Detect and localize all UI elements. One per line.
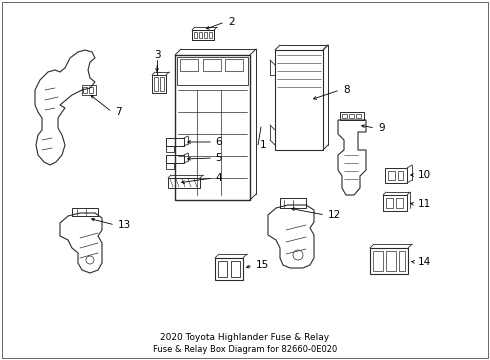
Bar xyxy=(356,114,361,118)
Bar xyxy=(396,198,403,208)
Bar xyxy=(168,178,200,188)
Bar xyxy=(177,57,248,85)
Bar xyxy=(160,77,164,91)
Text: 10: 10 xyxy=(418,170,431,180)
Text: 12: 12 xyxy=(328,210,341,220)
Bar xyxy=(231,261,240,277)
Bar xyxy=(166,138,184,146)
Bar xyxy=(349,114,354,118)
Bar xyxy=(225,59,243,71)
Bar xyxy=(204,32,207,38)
Text: 14: 14 xyxy=(418,257,431,267)
Bar xyxy=(152,75,166,93)
Bar xyxy=(194,32,197,38)
Bar xyxy=(280,198,306,208)
Bar xyxy=(342,114,347,118)
Bar xyxy=(203,59,221,71)
Bar xyxy=(166,146,174,152)
Bar xyxy=(192,30,214,40)
Text: 2020 Toyota Highlander Fuse & Relay: 2020 Toyota Highlander Fuse & Relay xyxy=(160,333,330,342)
Bar xyxy=(209,32,212,38)
Bar xyxy=(370,248,408,274)
Bar xyxy=(89,87,93,93)
Text: 11: 11 xyxy=(418,199,431,209)
Bar xyxy=(386,251,396,271)
Bar xyxy=(383,195,407,211)
Text: 7: 7 xyxy=(115,107,122,117)
Bar xyxy=(154,77,158,91)
Bar xyxy=(166,163,174,169)
Text: 13: 13 xyxy=(118,220,131,230)
Bar xyxy=(385,168,407,183)
Text: 15: 15 xyxy=(256,260,269,270)
Bar xyxy=(218,261,227,277)
Bar xyxy=(72,208,98,216)
Text: 1: 1 xyxy=(260,140,267,150)
Text: 9: 9 xyxy=(378,123,385,133)
Bar xyxy=(373,251,383,271)
Text: 5: 5 xyxy=(215,153,221,163)
Text: 8: 8 xyxy=(343,85,350,95)
Bar xyxy=(386,198,393,208)
Text: 2: 2 xyxy=(228,17,235,27)
Bar xyxy=(199,32,202,38)
Bar xyxy=(166,155,184,163)
Text: 4: 4 xyxy=(215,173,221,183)
Bar xyxy=(215,258,243,280)
Bar xyxy=(175,55,250,200)
Bar xyxy=(192,30,214,40)
Bar xyxy=(388,171,395,180)
Text: 3: 3 xyxy=(154,50,160,60)
Bar xyxy=(83,87,87,93)
Bar xyxy=(82,85,96,95)
Bar xyxy=(398,171,403,180)
Bar xyxy=(340,112,364,120)
Bar xyxy=(180,59,198,71)
Bar xyxy=(275,50,323,150)
Text: 6: 6 xyxy=(215,137,221,147)
Text: Fuse & Relay Box Diagram for 82660-0E020: Fuse & Relay Box Diagram for 82660-0E020 xyxy=(153,346,337,355)
Bar xyxy=(399,251,405,271)
